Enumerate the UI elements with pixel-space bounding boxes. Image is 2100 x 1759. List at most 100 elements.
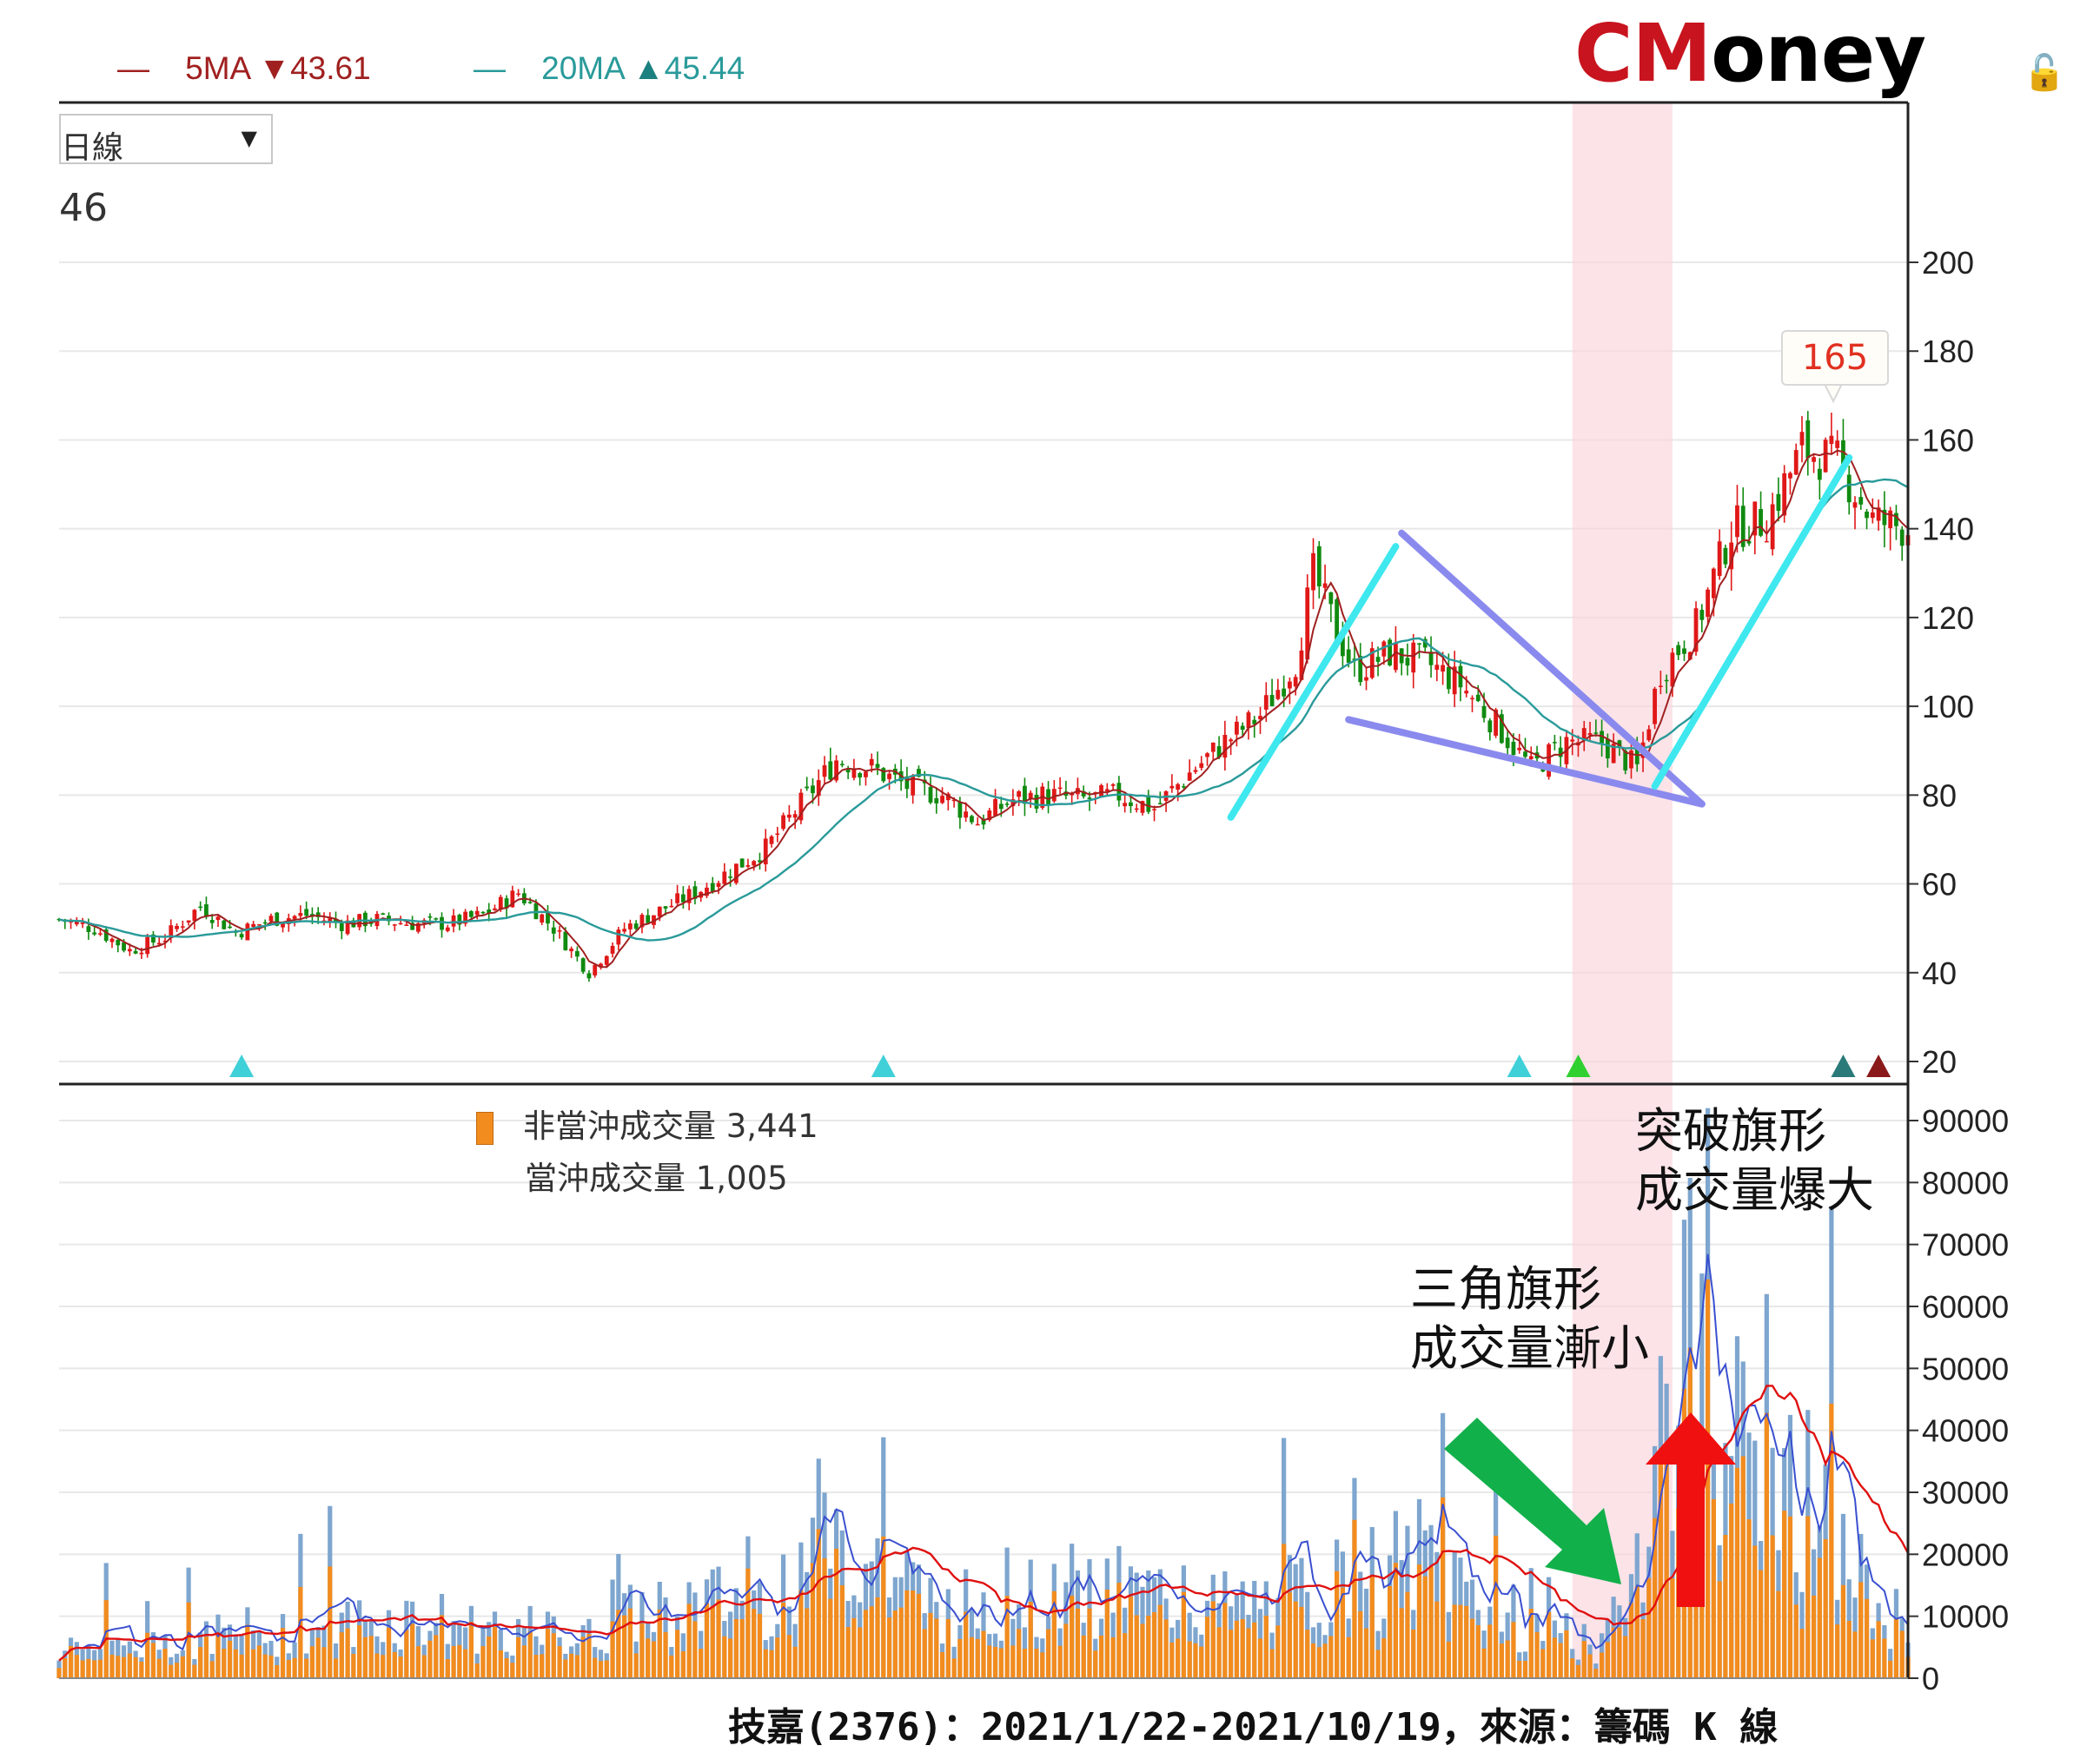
candle-body bbox=[98, 933, 103, 935]
signal-triangle-icon bbox=[1831, 1055, 1856, 1077]
non-daytrade-volume-bar bbox=[1570, 1658, 1575, 1678]
volume-moving-averages bbox=[58, 1253, 1910, 1662]
non-daytrade-volume-bar bbox=[540, 1654, 545, 1678]
signal-markers bbox=[229, 1055, 1891, 1077]
candle-body bbox=[1352, 658, 1357, 660]
candle-body bbox=[1494, 709, 1499, 736]
candle-body bbox=[1176, 784, 1181, 790]
non-daytrade-volume-bar bbox=[1882, 1638, 1887, 1678]
non-daytrade-volume-bar bbox=[1546, 1611, 1552, 1678]
non-daytrade-volume-bar bbox=[1658, 1464, 1663, 1678]
candle-body bbox=[663, 906, 668, 909]
ma20-legend: — 20MA ▲45.44 bbox=[474, 50, 745, 87]
non-daytrade-volume-bar bbox=[345, 1628, 350, 1678]
candle-body bbox=[1235, 721, 1239, 735]
non-daytrade-volume-bar bbox=[192, 1664, 197, 1678]
candle-body bbox=[675, 893, 679, 903]
non-daytrade-volume-bar bbox=[898, 1607, 904, 1678]
candle-body bbox=[646, 915, 651, 923]
candle-body bbox=[434, 918, 439, 920]
non-daytrade-volume-bar bbox=[1310, 1643, 1316, 1678]
candle-body bbox=[1099, 785, 1103, 797]
non-daytrade-volume-bar bbox=[657, 1609, 662, 1678]
candle-body bbox=[410, 922, 415, 930]
non-daytrade-volume-bar bbox=[381, 1655, 386, 1678]
price-tick-label: 60 bbox=[1922, 867, 1957, 903]
price-tick-label: 180 bbox=[1922, 334, 1974, 369]
non-daytrade-volume-bar bbox=[1776, 1590, 1781, 1678]
non-daytrade-volume-bar bbox=[268, 1655, 274, 1678]
non-daytrade-volume-bar bbox=[1634, 1586, 1640, 1678]
candle-body bbox=[487, 909, 492, 914]
candle-body bbox=[156, 942, 162, 945]
candle-body bbox=[480, 911, 486, 914]
non-daytrade-volume-bar bbox=[1581, 1641, 1587, 1678]
candle-body bbox=[245, 923, 250, 941]
candle-body bbox=[798, 792, 804, 821]
non-daytrade-volume-bar bbox=[1375, 1650, 1381, 1678]
candle-body bbox=[228, 926, 232, 929]
candle-body bbox=[1335, 598, 1340, 641]
candle-body bbox=[1605, 738, 1610, 759]
candle-body bbox=[610, 945, 615, 954]
candle-body bbox=[551, 927, 556, 934]
candle-body bbox=[845, 769, 851, 773]
candle-body bbox=[1617, 740, 1622, 747]
non-daytrade-volume-bar bbox=[280, 1628, 286, 1678]
non-daytrade-volume-bar bbox=[1564, 1630, 1569, 1678]
candle-body bbox=[1028, 792, 1033, 799]
non-daytrade-volume-bar bbox=[1322, 1643, 1328, 1678]
non-daytrade-volume-bar bbox=[939, 1652, 945, 1678]
non-daytrade-volume-bar bbox=[1116, 1583, 1122, 1678]
candle-body bbox=[786, 814, 792, 818]
candle-body bbox=[970, 816, 974, 823]
signal-triangle-icon bbox=[1566, 1055, 1591, 1077]
candle-body bbox=[1658, 685, 1663, 687]
non-daytrade-volume-bar bbox=[892, 1610, 898, 1678]
non-daytrade-volume-bar bbox=[716, 1599, 721, 1678]
candle-body bbox=[540, 914, 545, 923]
triangle-flag-annotation: 三角旗形 成交量漸小 bbox=[1410, 1260, 1649, 1378]
non-daytrade-volume-bar bbox=[145, 1632, 150, 1678]
non-daytrade-volume-bar bbox=[245, 1624, 250, 1678]
non-daytrade-volume-bar bbox=[1416, 1564, 1422, 1678]
candle-body bbox=[722, 871, 727, 884]
candle-body bbox=[451, 915, 456, 927]
period-select[interactable]: 日線 ▼ bbox=[59, 114, 273, 166]
non-daytrade-volume-bar bbox=[362, 1637, 368, 1678]
non-daytrade-volume-bar bbox=[1093, 1650, 1098, 1678]
non-daytrade-volume-bar bbox=[786, 1635, 792, 1678]
candle-body bbox=[1776, 493, 1781, 512]
volume-tick-label: 40000 bbox=[1922, 1413, 2009, 1449]
candle-body bbox=[1464, 691, 1469, 694]
non-daytrade-volume-bar bbox=[828, 1598, 833, 1678]
candle-body bbox=[1417, 643, 1421, 645]
non-daytrade-volume-bar bbox=[1670, 1578, 1675, 1678]
non-daytrade-volume-bar bbox=[1110, 1637, 1116, 1678]
non-daytrade-volume-bar bbox=[74, 1655, 79, 1678]
non-daytrade-volume-bar bbox=[1022, 1649, 1028, 1678]
non-daytrade-volume-bar bbox=[798, 1590, 804, 1678]
non-daytrade-volume-bar bbox=[699, 1649, 704, 1678]
non-daytrade-volume-bar bbox=[186, 1602, 191, 1678]
lock-icon[interactable]: 🔓 bbox=[2023, 53, 2066, 93]
logo-oney: oney bbox=[1711, 7, 1926, 100]
non-daytrade-volume-bar bbox=[1899, 1630, 1905, 1678]
non-daytrade-volume-bar bbox=[1040, 1652, 1045, 1678]
non-daytrade-volume-bar bbox=[633, 1653, 639, 1678]
candle-body bbox=[557, 929, 562, 932]
non-daytrade-volume-bar bbox=[928, 1612, 933, 1678]
candle-body bbox=[86, 926, 91, 932]
non-daytrade-volume-bar bbox=[368, 1636, 374, 1678]
candle-body bbox=[1653, 688, 1657, 724]
non-daytrade-volume-bar bbox=[1734, 1467, 1740, 1678]
candle-body bbox=[1411, 642, 1416, 673]
non-daytrade-volume-bar bbox=[1540, 1649, 1546, 1678]
non-daytrade-volume-bar bbox=[339, 1632, 344, 1678]
candle-body bbox=[811, 785, 815, 794]
volume-ma-short-line bbox=[58, 1253, 1909, 1662]
non-daytrade-volume-bar bbox=[1034, 1649, 1039, 1678]
candle-body bbox=[180, 926, 185, 928]
non-daytrade-volume-bar bbox=[822, 1557, 827, 1678]
non-daytrade-volume-bar bbox=[1399, 1608, 1404, 1678]
